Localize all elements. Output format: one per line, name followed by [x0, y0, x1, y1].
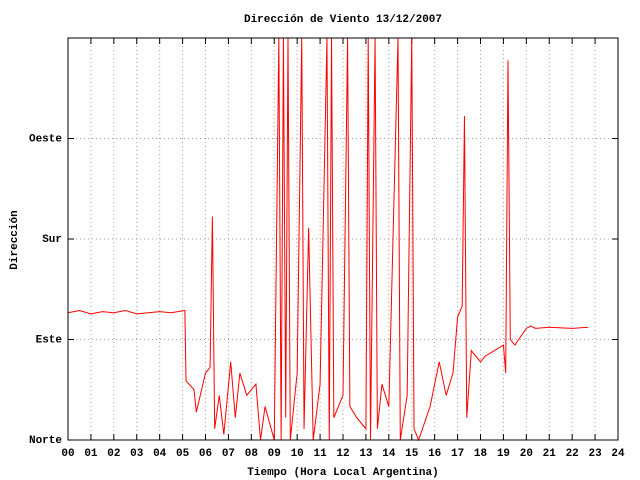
x-tick-label: 14 — [382, 448, 396, 460]
x-tick-label: 21 — [543, 448, 557, 460]
y-tick-label: Norte — [29, 435, 62, 447]
x-tick-label: 13 — [359, 448, 373, 460]
x-tick-label: 02 — [107, 448, 120, 460]
x-tick-label: 22 — [566, 448, 579, 460]
x-tick-label: 12 — [336, 448, 349, 460]
y-tick-label: Este — [36, 334, 63, 346]
x-tick-label: 09 — [268, 448, 281, 460]
x-tick-label: 23 — [588, 448, 602, 460]
y-tick-label: Oeste — [29, 133, 62, 145]
x-tick-label: 01 — [84, 448, 98, 460]
x-tick-label: 17 — [451, 448, 464, 460]
x-tick-label: 06 — [199, 448, 212, 460]
x-tick-label: 11 — [313, 448, 327, 460]
x-tick-label: 19 — [497, 448, 510, 460]
x-tick-label: 03 — [130, 448, 144, 460]
x-tick-label: 07 — [222, 448, 235, 460]
chart-title: Dirección de Viento 13/12/2007 — [244, 14, 442, 26]
y-axis-label: Dirección — [9, 210, 21, 269]
x-tick-label: 18 — [474, 448, 488, 460]
x-tick-label: 10 — [291, 448, 304, 460]
x-tick-label: 05 — [176, 448, 190, 460]
x-tick-label: 24 — [611, 448, 625, 460]
x-tick-label: 04 — [153, 448, 167, 460]
plot-border — [67, 37, 619, 441]
x-tick-label: 20 — [520, 448, 533, 460]
x-tick-label: 08 — [245, 448, 259, 460]
x-tick-label: 16 — [428, 448, 441, 460]
x-tick-label: 15 — [405, 448, 419, 460]
x-axis-label: Tiempo (Hora Local Argentina) — [247, 467, 438, 479]
y-tick-label: Sur — [42, 234, 62, 246]
x-tick-label: 00 — [61, 448, 74, 460]
data-line — [67, 37, 589, 442]
